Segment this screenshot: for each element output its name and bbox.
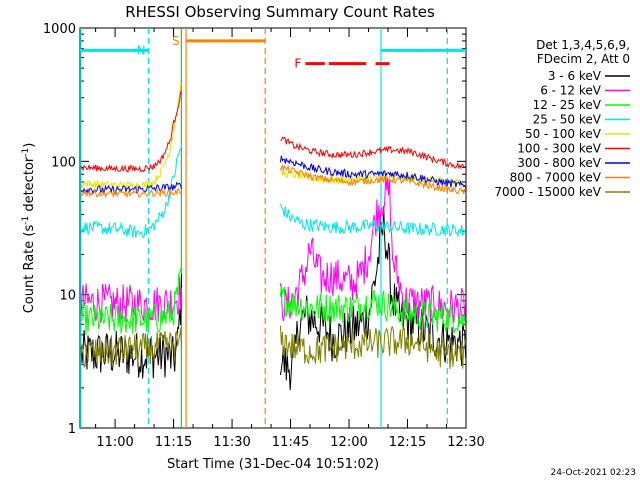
plot-area — [79, 27, 467, 429]
legend-label: 12 - 25 keV — [533, 98, 602, 112]
series-line — [80, 144, 466, 239]
legend-label: 50 - 100 keV — [525, 127, 602, 141]
y-tick-label: 100 — [51, 155, 76, 170]
x-tick-label: 12:30 — [447, 435, 484, 450]
x-axis: 11:00 11:15 11:30 11:45 12:00 12:15 12:30 — [95, 28, 485, 450]
y-tick-label: 10 — [59, 289, 76, 304]
series-line — [80, 325, 467, 370]
y-tick-label: 1 — [68, 422, 76, 437]
series-lines — [80, 82, 467, 391]
series-line — [80, 90, 466, 173]
flag-label: S — [172, 34, 180, 48]
legend-label: 6 - 12 keV — [540, 84, 602, 98]
legend-label: 300 - 800 keV — [517, 156, 601, 170]
legend-header-line-2: FDecim 2, Att 0 — [537, 52, 630, 66]
legend: Det 1,3,4,5,6,9, FDecim 2, Att 0 3 - 6 k… — [494, 38, 630, 199]
y-axis: 1 10 100 1000 — [43, 22, 466, 437]
chart-title: RHESSI Observing Summary Count Rates — [125, 3, 435, 21]
x-axis-label: Start Time (31-Dec-04 10:51:02) — [167, 457, 379, 472]
series-line — [80, 206, 467, 391]
state-flags: N S F — [80, 34, 466, 71]
x-tick-label: 11:15 — [155, 435, 192, 450]
flag-label: N — [137, 43, 146, 57]
series-line — [80, 155, 467, 195]
legend-label: 3 - 6 keV — [548, 69, 602, 83]
series-line — [80, 82, 466, 190]
x-tick-label: 11:00 — [96, 435, 133, 450]
legend-label: 100 - 300 keV — [517, 142, 601, 156]
legend-label: 7000 - 15000 keV — [494, 185, 601, 199]
flag-label: F — [294, 57, 301, 71]
legend-header-line-1: Det 1,3,4,5,6,9, — [536, 38, 630, 52]
x-tick-label: 11:45 — [272, 435, 309, 450]
y-tick-label: 1000 — [43, 22, 76, 37]
legend-label: 800 - 7000 keV — [510, 171, 602, 185]
x-tick-label: 11:30 — [213, 435, 250, 450]
legend-label: 25 - 50 keV — [533, 113, 602, 127]
x-tick-label: 12:00 — [330, 435, 367, 450]
plot-border — [79, 27, 467, 429]
x-tick-label: 12:15 — [389, 435, 426, 450]
y-axis-label: Count Rate (s-1 detector-1) — [21, 143, 37, 314]
series-line — [80, 267, 467, 336]
generation-timestamp: 24-Oct-2021 02:23 — [551, 468, 636, 478]
series-line — [80, 164, 466, 199]
